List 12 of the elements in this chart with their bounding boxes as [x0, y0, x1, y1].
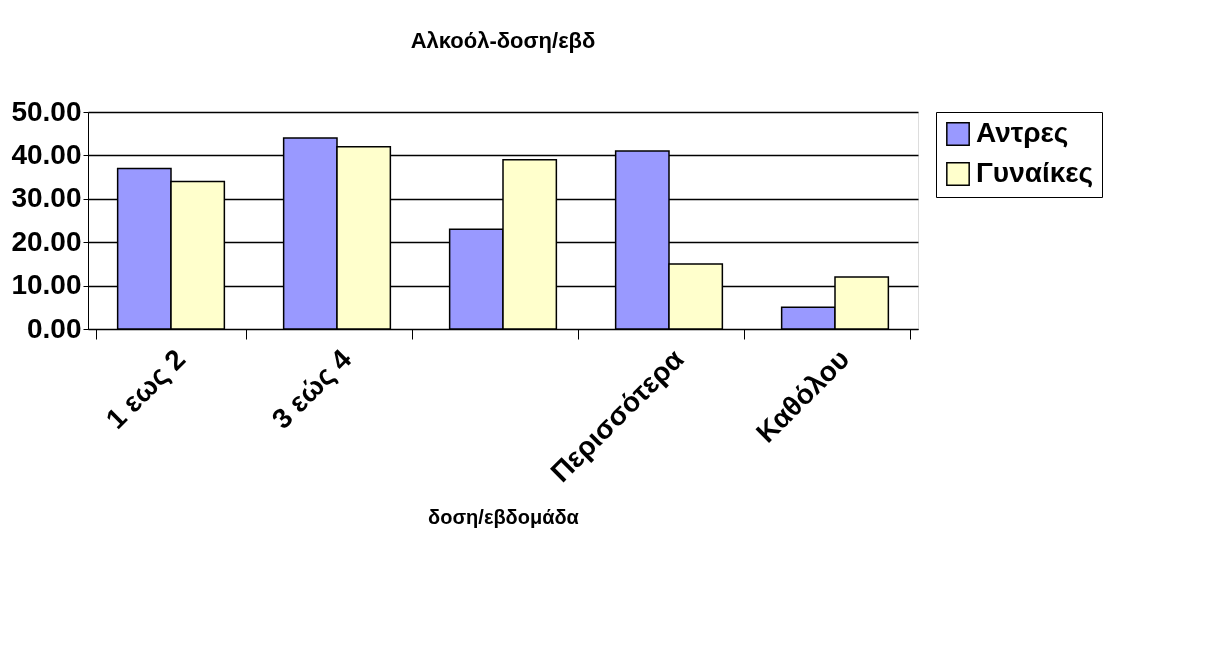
- x-tick-label: 3 εώς 4: [265, 343, 358, 435]
- x-tick-label: 1 εως 2: [99, 343, 192, 435]
- y-tick-label: 30.00: [11, 182, 82, 214]
- legend-label: Γυναίκες: [976, 157, 1094, 188]
- y-tick-label: 40.00: [11, 138, 82, 170]
- y-tick-label: 50.00: [11, 95, 82, 127]
- y-tick-label: 10.00: [11, 269, 82, 301]
- x-axis-title: δοση/εβδομάδα: [428, 506, 580, 529]
- legend-label: Αντρες: [976, 117, 1069, 148]
- y-tick-label: 0.00: [27, 312, 82, 344]
- y-tick-label: 20.00: [11, 225, 82, 257]
- chart-title: Αλκοόλ-δοση/εβδ: [410, 28, 596, 53]
